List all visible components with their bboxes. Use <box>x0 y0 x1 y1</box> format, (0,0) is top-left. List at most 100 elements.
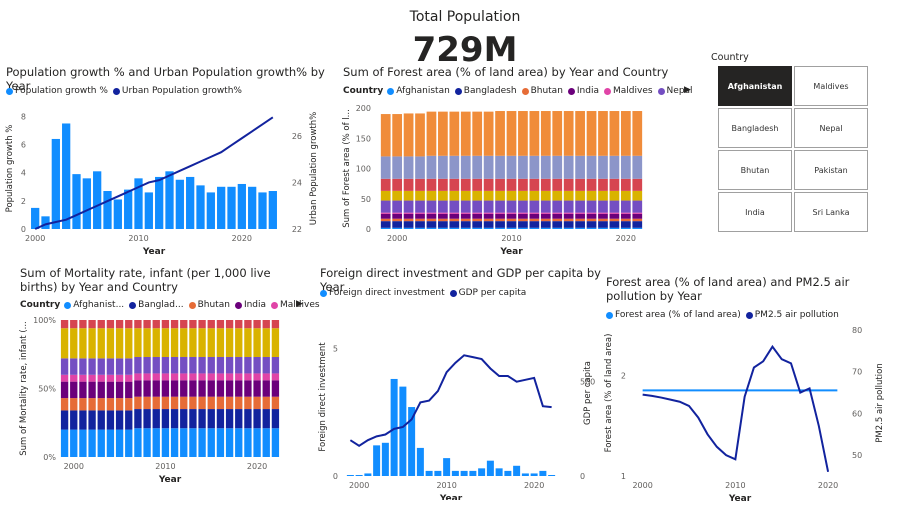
bar-segment <box>380 227 391 229</box>
bar-segment <box>143 356 151 374</box>
bar-segment <box>170 356 179 374</box>
bar-segment <box>88 398 96 411</box>
bar-segment <box>392 200 403 213</box>
bar-segment <box>97 320 105 329</box>
bar-segment <box>115 320 124 329</box>
bar-segment <box>472 155 483 179</box>
x-tick-label: 2010 <box>155 462 175 471</box>
bar-segment <box>125 328 133 359</box>
bar-segment <box>586 190 597 201</box>
bar-segment <box>426 178 437 191</box>
bar-segment <box>575 111 585 156</box>
bar-segment <box>472 111 483 156</box>
y-tick-label: 50 <box>361 195 371 204</box>
legend-next-icon[interactable]: ▶ <box>296 299 303 309</box>
x-axis-label: Year <box>158 475 182 485</box>
slicer-item-sri-lanka[interactable]: Sri Lanka <box>794 192 868 232</box>
bar-segment <box>216 328 225 357</box>
legend-dot <box>745 311 753 319</box>
bar <box>451 470 459 476</box>
x-tick-label: 2000 <box>349 481 369 490</box>
y-tick-label: 0 <box>21 225 26 234</box>
bar-segment <box>97 381 105 399</box>
slicer-item-maldives[interactable]: Maldives <box>794 66 868 106</box>
bar-segment <box>575 212 585 214</box>
bar-segment <box>216 409 225 429</box>
legend-next-icon[interactable]: ▶ <box>684 85 691 95</box>
bar <box>495 468 503 476</box>
bar-segment <box>449 212 460 214</box>
bar-segment <box>88 358 96 375</box>
slicer-item-bangladesh[interactable]: Bangladesh <box>718 108 792 148</box>
bar-segment <box>620 111 631 156</box>
legend-label: Maldives <box>280 300 320 310</box>
bar-segment <box>598 218 608 222</box>
slicer-item-nepal[interactable]: Nepal <box>794 108 868 148</box>
bar-segment <box>506 218 517 222</box>
bar-segment <box>426 111 437 156</box>
bar <box>530 473 538 476</box>
legend-label: Bhutan <box>530 86 563 96</box>
bar-segment <box>70 358 78 375</box>
legend-label: Afghanistan <box>396 86 450 96</box>
bar <box>364 473 372 476</box>
slicer-item-bhutan[interactable]: Bhutan <box>718 150 792 190</box>
slicer-item-afghanistan[interactable]: Afghanistan <box>718 66 792 106</box>
slicer-item-pakistan[interactable]: Pakistan <box>794 150 868 190</box>
bar-segment <box>152 396 160 410</box>
bar-segment <box>518 227 528 229</box>
bar-segment <box>472 213 483 219</box>
bar-segment <box>426 221 437 228</box>
legend-label: Urban Population growth% <box>121 86 242 96</box>
bar-segment <box>225 380 234 397</box>
bar <box>548 475 556 476</box>
bar <box>186 176 195 229</box>
y-axis-label: Forest area (% of land area) <box>604 334 614 453</box>
bar-segment <box>180 373 188 381</box>
bar-segment <box>426 190 437 201</box>
bar-segment <box>152 409 160 429</box>
bar-segment <box>403 213 414 219</box>
bar-segment <box>403 212 414 214</box>
bar-segment <box>106 429 115 457</box>
legend-item: India <box>567 86 599 96</box>
bar-segment <box>216 380 225 397</box>
bar-segment <box>598 178 608 191</box>
bar-segment <box>143 320 151 329</box>
forest-pm25-chart: 2000 2010 2020 Year 1 2 50 60 70 80 Forest area (%… <box>604 326 885 504</box>
bar-segment <box>552 227 563 229</box>
bar <box>72 174 81 229</box>
visual3-legend: Country Afghanist... Banglad... Bhutan I… <box>20 300 325 310</box>
x-tick-label: 2020 <box>247 462 267 471</box>
bar-segment <box>403 156 414 179</box>
bar-segment <box>415 213 425 219</box>
bar-segment <box>262 409 270 429</box>
bar <box>434 470 442 476</box>
bar-segment <box>598 212 608 214</box>
bar-segment <box>392 190 403 201</box>
bar-segment <box>115 381 124 399</box>
slicer-item-india[interactable]: India <box>718 192 792 232</box>
bar-segment <box>540 200 551 213</box>
slicer-title: Country <box>711 52 749 63</box>
bar-segment <box>552 221 563 228</box>
mortality-rate-stacked-chart: 2000 2010 2020 Year 0% 50% 100% Sum of Mortalit… <box>19 316 280 485</box>
bar-segment <box>460 212 471 214</box>
bar <box>504 470 512 476</box>
bar-segment <box>415 200 425 213</box>
bar-segment <box>529 213 540 219</box>
bar <box>227 186 236 229</box>
bar-segment <box>529 155 540 179</box>
bar-segment <box>244 428 252 457</box>
bar-segment <box>161 356 170 374</box>
bar-segment <box>506 111 517 156</box>
y2-tick-label: 26 <box>292 132 302 141</box>
bar-segment <box>244 396 252 410</box>
bar-segment <box>143 396 151 410</box>
x-axis-label: Year <box>728 494 752 504</box>
bar-segment <box>70 374 78 382</box>
bar-segment <box>609 227 620 229</box>
bar-segment <box>620 221 631 228</box>
visual5-legend: Forest area (% of land area) PM2.5 air p… <box>606 310 844 320</box>
bar-segment <box>235 396 243 410</box>
